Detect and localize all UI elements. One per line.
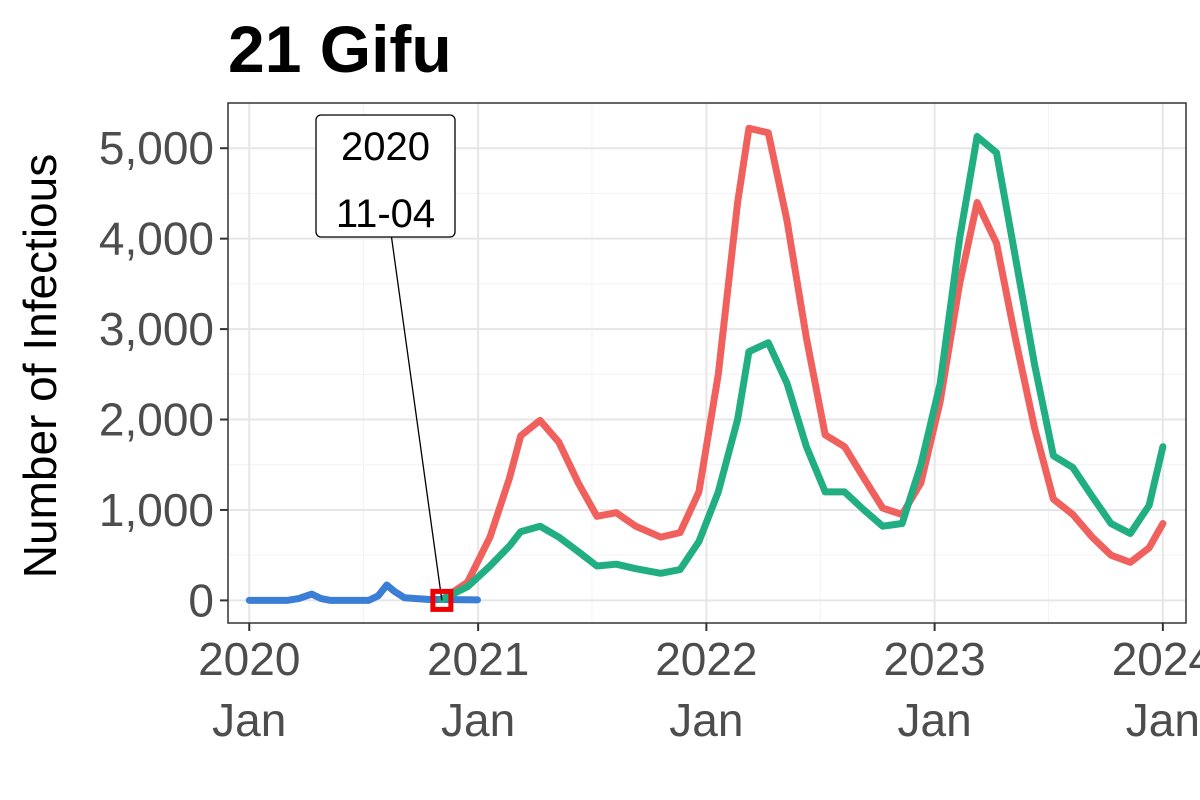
- x-tick-label-year: 2020: [198, 633, 300, 685]
- x-axis-ticks: 2020 Jan 2021 Jan 2022 Jan 2023 Jan 2024 Jan: [198, 623, 1200, 746]
- annotation: 2020 11-04: [315, 114, 456, 612]
- gridlines: [228, 103, 1186, 623]
- series-line-3: [438, 133, 1167, 603]
- series-line-1: [245, 581, 481, 604]
- x-tick-label-month: Jan: [898, 694, 972, 746]
- x-tick-label-year: 2022: [655, 633, 757, 685]
- series-lines: [245, 124, 1167, 604]
- x-tick-label-year: 2023: [883, 633, 985, 685]
- series-line-2: [438, 124, 1167, 603]
- x-tick-label-year: 2024: [1112, 633, 1200, 685]
- y-axis-ticks: 0 1,000 2,000 3,000 4,000 5,000: [99, 122, 228, 626]
- annotation-line-1: 2020: [341, 125, 430, 169]
- y-tick-label: 2,000: [99, 394, 214, 446]
- y-tick-label: 1,000: [99, 484, 214, 536]
- y-tick-label: 4,000: [99, 213, 214, 265]
- annotation-box: [315, 114, 456, 238]
- x-tick-label-month: Jan: [669, 694, 743, 746]
- annotation-line-2: 11-04: [336, 192, 435, 236]
- annotation-leader-line: [390, 236, 443, 601]
- y-tick-label: 3,000: [99, 303, 214, 355]
- x-tick-label-month: Jan: [1126, 694, 1200, 746]
- x-tick-label-year: 2021: [427, 633, 529, 685]
- x-tick-label-month: Jan: [441, 694, 515, 746]
- y-tick-label: 0: [188, 574, 214, 626]
- chart-title: 21 Gifu: [228, 12, 452, 86]
- y-axis-label: Number of Infectious: [14, 154, 66, 578]
- x-tick-label-month: Jan: [212, 694, 286, 746]
- y-tick-label: 5,000: [99, 122, 214, 174]
- annotation-marker: [430, 588, 454, 612]
